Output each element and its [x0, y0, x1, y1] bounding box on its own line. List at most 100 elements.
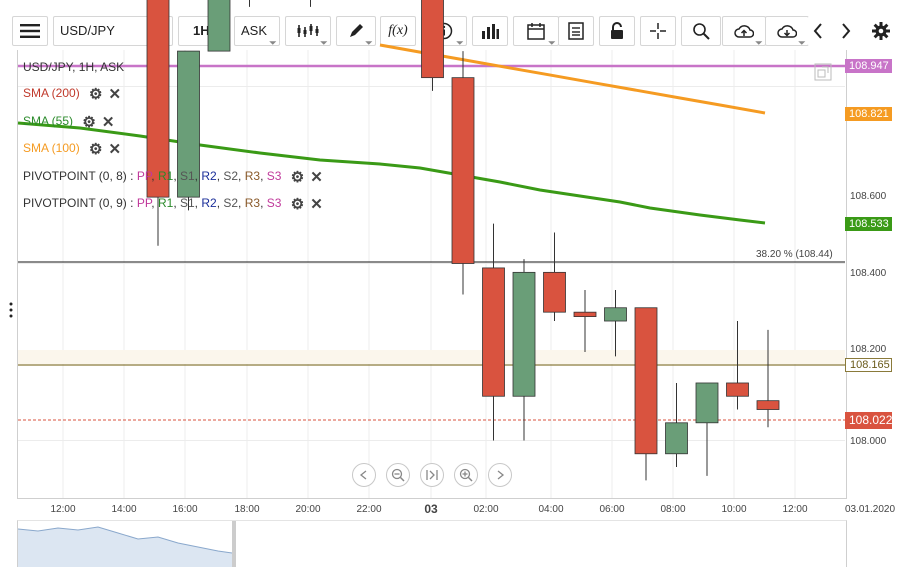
price-type-select[interactable]: ASK — [234, 16, 280, 46]
level-band — [18, 350, 845, 364]
candle-body — [573, 311, 597, 317]
zoom-out-button[interactable] — [386, 463, 410, 487]
close-icon[interactable]: ✕ — [101, 114, 115, 131]
price-tick: 108.600 — [850, 191, 887, 202]
close-icon[interactable]: ✕ — [310, 196, 323, 213]
candle-body — [695, 382, 719, 424]
candle — [177, 50, 200, 211]
reset-view-button[interactable] — [420, 463, 444, 487]
candle-body — [177, 50, 200, 198]
candle-body — [756, 400, 780, 410]
candle-body — [665, 422, 688, 455]
legend-pivot1: PIVOTPOINT (0, 8) : PP, R1, S1, R2, S2, … — [23, 168, 323, 186]
pivot-item-r1: R1 — [157, 196, 174, 211]
expand-icon[interactable] — [814, 63, 832, 81]
candle-body — [543, 271, 566, 313]
indicators-button[interactable]: f(x) — [380, 16, 416, 46]
lock-button[interactable] — [599, 16, 635, 46]
pivot-item-r2: R2 — [201, 196, 217, 211]
candle — [249, 0, 250, 7]
candle — [573, 290, 597, 352]
gear-icon[interactable]: ⚙ — [82, 114, 96, 131]
time-tick: 03 — [424, 502, 438, 516]
sma100-price-tag: 108.821 — [845, 107, 892, 121]
drag-handle-icon[interactable] — [9, 302, 13, 318]
time-tick: 06:00 — [599, 504, 625, 515]
upload-button[interactable] — [722, 16, 766, 46]
candlestick-icon — [297, 24, 319, 37]
settings-button[interactable] — [868, 16, 894, 46]
candle-body — [207, 0, 231, 52]
pivot-item-s2: S2 — [223, 196, 239, 211]
candle — [756, 329, 780, 428]
chevron-right-icon — [497, 470, 505, 480]
candles — [146, 0, 780, 481]
pencil-icon — [350, 24, 363, 37]
candle — [451, 51, 475, 295]
crosshair-icon — [650, 23, 666, 39]
price-type-select-value: ASK — [241, 23, 268, 38]
zoom-button[interactable] — [681, 16, 721, 46]
chart-area[interactable] — [17, 50, 847, 499]
pivot-item-pp: PP — [136, 196, 152, 211]
candle-body — [482, 267, 505, 397]
zoom-in-button[interactable] — [454, 463, 478, 487]
drawing-button[interactable] — [336, 16, 376, 46]
legend-sma200: SMA (200) ⚙ ✕ — [23, 85, 121, 103]
magnifier-icon — [693, 23, 710, 40]
legend-pivot2-label: PIVOTPOINT (0, 9) — [23, 196, 127, 211]
time-tick: 18:00 — [234, 504, 260, 515]
close-icon[interactable]: ✕ — [108, 86, 122, 103]
candle — [543, 232, 566, 322]
gear-icon — [872, 22, 890, 40]
candle-body — [451, 77, 475, 264]
chart-type-button[interactable] — [285, 16, 331, 46]
candle — [310, 0, 311, 7]
pivot-item-s1: S1 — [179, 169, 195, 184]
crosshair-button[interactable] — [640, 16, 676, 46]
chevron-left-icon — [813, 23, 822, 39]
candle — [665, 382, 688, 468]
scroll-forward-button[interactable] — [488, 463, 512, 487]
pivot-item-r1: R1 — [157, 169, 174, 184]
gear-icon[interactable]: ⚙ — [290, 169, 305, 186]
candle-body — [512, 271, 536, 397]
time-tick: 20:00 — [295, 504, 321, 515]
menu-button[interactable] — [12, 16, 48, 46]
cloud-download-icon — [777, 25, 797, 38]
close-icon[interactable]: ✕ — [108, 141, 122, 158]
chart-grid — [18, 50, 845, 498]
sma200-price-tag: 108.947 — [845, 59, 892, 73]
gear-icon[interactable]: ⚙ — [89, 141, 103, 158]
legend-title: USD/JPY, 1H, ASK — [23, 60, 125, 74]
gear-icon[interactable]: ⚙ — [89, 86, 103, 103]
last-price-tag: 108.022 — [845, 412, 892, 429]
time-tick: 16:00 — [172, 504, 198, 515]
volume-button[interactable] — [472, 16, 508, 46]
legend-sma55-label: SMA (55) — [23, 114, 74, 129]
navigator-strip[interactable] — [17, 520, 847, 567]
scroll-left-button[interactable] — [808, 16, 828, 46]
time-tick: 14:00 — [111, 504, 137, 515]
pivot-item-s1: S1 — [179, 196, 195, 211]
legend-pivot2: PIVOTPOINT (0, 9) : PP, R1, S1, R2, S2, … — [23, 195, 323, 213]
scroll-back-button[interactable] — [352, 463, 376, 487]
calendar-icon — [527, 23, 545, 40]
scroll-right-button[interactable] — [836, 16, 856, 46]
chevron-right-icon — [842, 23, 851, 39]
candle — [146, 0, 170, 246]
report-button[interactable] — [558, 16, 594, 46]
lock-icon — [611, 22, 623, 39]
legend-sma100: SMA (100) ⚙ ✕ — [23, 140, 121, 158]
gear-icon[interactable]: ⚙ — [290, 196, 305, 213]
bar-chart-icon — [482, 24, 499, 39]
close-icon[interactable]: ✕ — [310, 169, 323, 186]
pivot-item-s3: S3 — [266, 196, 282, 211]
candle — [512, 259, 536, 441]
pivot-list: : PP, R1, S1, R2, S2, R3, S3 — [130, 196, 282, 211]
time-tick: 12:00 — [50, 504, 76, 515]
time-tick: 12:00 — [782, 504, 808, 515]
time-tick: 10:00 — [721, 504, 747, 515]
candle — [482, 223, 505, 441]
